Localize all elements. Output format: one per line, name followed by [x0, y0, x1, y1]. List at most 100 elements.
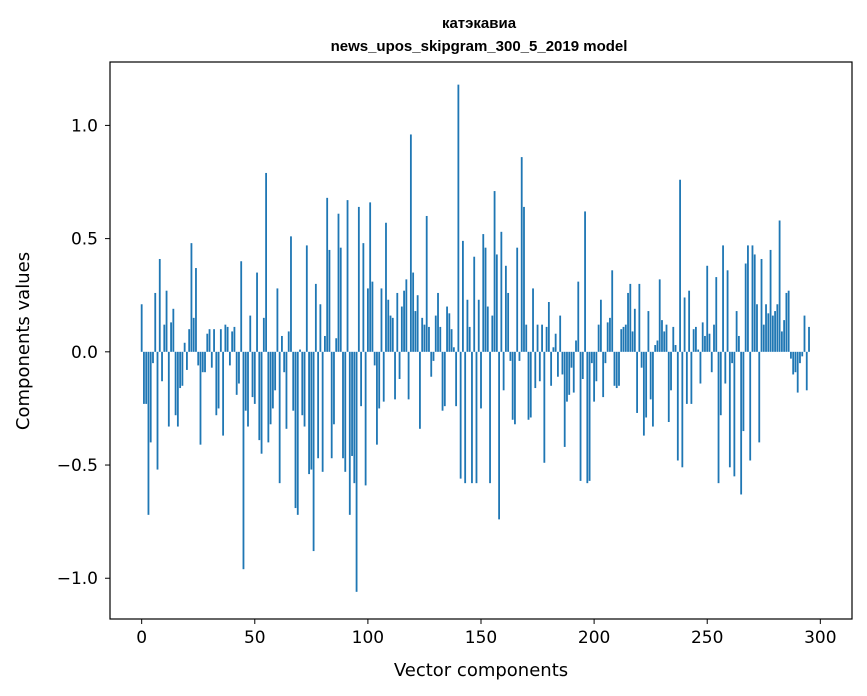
- bar: [441, 351, 444, 411]
- bar: [733, 351, 736, 477]
- bar: [692, 329, 695, 352]
- bar: [425, 215, 428, 352]
- bar: [240, 261, 243, 352]
- bar: [371, 281, 374, 352]
- bar: [495, 254, 498, 352]
- bar: [599, 299, 602, 352]
- bar: [622, 326, 625, 352]
- bar: [717, 351, 720, 484]
- bar: [509, 351, 512, 361]
- bar: [394, 351, 396, 400]
- bar: [629, 283, 632, 352]
- bar: [355, 351, 358, 592]
- bar: [468, 326, 471, 352]
- bar: [794, 351, 797, 373]
- bar: [724, 351, 727, 384]
- bar: [249, 315, 252, 352]
- bar: [247, 351, 249, 427]
- bar: [667, 351, 670, 423]
- bar: [799, 351, 801, 364]
- bar: [362, 243, 365, 352]
- bar: [566, 351, 568, 402]
- bar: [342, 351, 344, 459]
- bar: [156, 351, 159, 470]
- bar: [260, 351, 263, 454]
- bar: [253, 351, 256, 404]
- bar: [369, 202, 372, 352]
- bar: [326, 197, 329, 352]
- bar: [652, 351, 654, 427]
- bar: [140, 304, 143, 352]
- bar: [380, 288, 383, 352]
- bar: [656, 340, 659, 352]
- x-axis-label: Vector components: [394, 660, 568, 681]
- bar: [258, 351, 261, 441]
- bar: [373, 351, 376, 366]
- bar: [231, 331, 234, 352]
- bar: [400, 306, 403, 352]
- y-tick-label: 1.0: [71, 116, 98, 136]
- bar: [561, 351, 564, 375]
- bar: [290, 236, 292, 352]
- bar: [217, 351, 220, 409]
- bar: [534, 351, 537, 389]
- bar: [224, 324, 227, 352]
- bar: [165, 290, 168, 352]
- bar: [206, 333, 209, 352]
- bar: [792, 351, 795, 375]
- bar: [744, 263, 747, 352]
- bar: [579, 351, 582, 481]
- bar: [808, 326, 810, 352]
- bar: [658, 279, 661, 352]
- bar: [235, 351, 238, 395]
- bar: [308, 351, 310, 475]
- bar: [154, 292, 157, 352]
- x-tick-label: 250: [691, 628, 723, 648]
- bar: [204, 351, 206, 373]
- bar: [147, 351, 150, 515]
- bar: [421, 317, 424, 352]
- bar: [281, 335, 283, 352]
- bar: [597, 324, 600, 352]
- y-tick-label: 0.5: [71, 230, 98, 250]
- bar: [611, 270, 614, 352]
- bar: [389, 315, 392, 352]
- bar: [201, 351, 204, 373]
- bar: [149, 351, 152, 443]
- bar: [233, 326, 236, 352]
- bar: [267, 351, 270, 443]
- bar: [674, 345, 677, 352]
- bar: [314, 283, 317, 352]
- bar: [287, 331, 290, 352]
- bar: [446, 306, 448, 352]
- bar: [412, 272, 415, 352]
- bar: [751, 245, 754, 352]
- chart-title: катэкавиа: [442, 15, 517, 32]
- bar: [683, 297, 686, 352]
- bar: [337, 213, 340, 352]
- bar: [457, 84, 460, 352]
- bar: [473, 256, 476, 352]
- bar: [726, 270, 729, 352]
- bar: [176, 351, 179, 427]
- bar: [186, 351, 188, 370]
- y-tick-label: −1.0: [57, 569, 98, 589]
- bar: [403, 290, 405, 352]
- bar: [498, 351, 500, 520]
- bar: [618, 351, 620, 386]
- x-tick-label: 50: [244, 628, 266, 648]
- bar: [647, 311, 650, 352]
- bar: [471, 351, 473, 484]
- bar: [593, 351, 596, 402]
- bar: [536, 324, 539, 352]
- bar: [701, 322, 704, 352]
- x-tick-label: 150: [465, 628, 497, 648]
- bar: [769, 249, 772, 352]
- bar: [452, 347, 455, 352]
- bar: [455, 351, 458, 407]
- bar: [688, 290, 691, 352]
- y-axis-label: Components values: [13, 252, 34, 430]
- bar: [676, 351, 679, 461]
- bar: [699, 351, 702, 384]
- bar: [195, 268, 197, 352]
